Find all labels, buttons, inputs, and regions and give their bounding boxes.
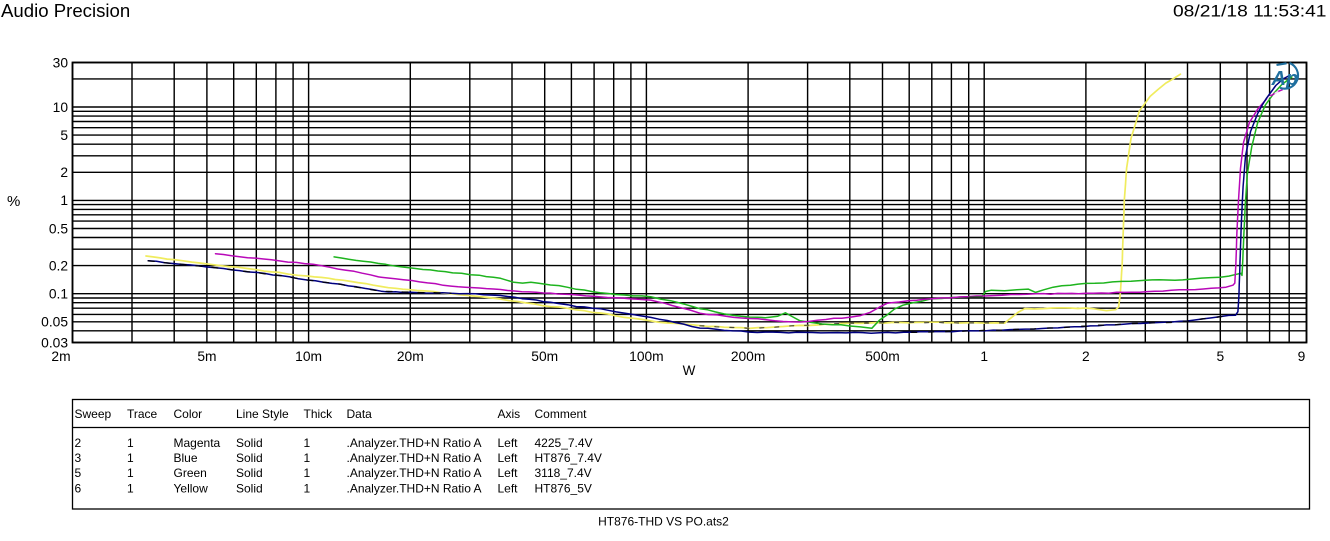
svg-text:Solid: Solid — [236, 466, 263, 480]
svg-text:9: 9 — [1298, 349, 1306, 364]
svg-text:2: 2 — [75, 436, 82, 450]
svg-text:Audio Precision: Audio Precision — [1, 0, 130, 21]
svg-text:6: 6 — [75, 481, 82, 495]
svg-text:0.5: 0.5 — [49, 221, 69, 236]
svg-text:Sweep: Sweep — [75, 407, 112, 421]
svg-text:Left: Left — [498, 436, 519, 450]
svg-text:Line Style: Line Style — [236, 407, 289, 421]
svg-text:20m: 20m — [397, 349, 424, 364]
svg-text:2: 2 — [60, 165, 68, 180]
svg-text:HT876-THD VS PO.ats2: HT876-THD VS PO.ats2 — [598, 515, 729, 529]
svg-text:5: 5 — [1216, 349, 1224, 364]
svg-text:Axis: Axis — [498, 407, 521, 421]
svg-text:2m: 2m — [51, 349, 70, 364]
svg-text:Yellow: Yellow — [174, 481, 209, 495]
svg-text:10m: 10m — [295, 349, 322, 364]
svg-text:Data: Data — [347, 407, 373, 421]
svg-text:0.1: 0.1 — [49, 287, 68, 302]
svg-text:1: 1 — [60, 193, 68, 208]
svg-text:W: W — [683, 363, 696, 378]
svg-text:Left: Left — [498, 451, 519, 465]
svg-text:50m: 50m — [531, 349, 558, 364]
svg-text:.Analyzer.THD+N Ratio A: .Analyzer.THD+N Ratio A — [347, 436, 482, 450]
svg-text:3: 3 — [75, 451, 82, 465]
svg-text:5: 5 — [60, 128, 68, 143]
svg-text:30: 30 — [53, 55, 69, 70]
svg-text:Color: Color — [174, 407, 203, 421]
svg-text:0.2: 0.2 — [49, 258, 68, 273]
svg-text:Comment: Comment — [535, 407, 588, 421]
svg-text:Left: Left — [498, 466, 519, 480]
svg-text:1: 1 — [127, 451, 134, 465]
svg-text:4225_7.4V: 4225_7.4V — [535, 436, 593, 450]
svg-text:Trace: Trace — [127, 407, 158, 421]
svg-text:%: % — [7, 193, 20, 210]
svg-text:10: 10 — [53, 100, 69, 115]
svg-text:HT876_7.4V: HT876_7.4V — [535, 451, 602, 465]
svg-text:2: 2 — [1082, 349, 1090, 364]
svg-text:1: 1 — [304, 451, 311, 465]
svg-text:.Analyzer.THD+N Ratio A: .Analyzer.THD+N Ratio A — [347, 451, 482, 465]
svg-text:Ap: Ap — [1271, 68, 1299, 90]
svg-text:1: 1 — [980, 349, 988, 364]
svg-text:1: 1 — [304, 466, 311, 480]
svg-text:Green: Green — [174, 466, 207, 480]
svg-text:5m: 5m — [197, 349, 216, 364]
svg-text:Thick: Thick — [304, 407, 334, 421]
svg-text:.Analyzer.THD+N Ratio A: .Analyzer.THD+N Ratio A — [347, 466, 482, 480]
svg-text:Solid: Solid — [236, 481, 263, 495]
svg-text:Blue: Blue — [174, 451, 198, 465]
svg-text:100m: 100m — [629, 349, 664, 364]
svg-text:1: 1 — [127, 466, 134, 480]
svg-text:200m: 200m — [731, 349, 766, 364]
svg-text:1: 1 — [304, 436, 311, 450]
svg-text:Solid: Solid — [236, 436, 263, 450]
svg-text:1: 1 — [127, 481, 134, 495]
svg-text:5: 5 — [75, 466, 82, 480]
svg-text:08/21/18 11:53:41: 08/21/18 11:53:41 — [1173, 2, 1327, 21]
svg-text:0.05: 0.05 — [41, 315, 68, 330]
svg-text:Left: Left — [498, 481, 519, 495]
svg-text:1: 1 — [304, 481, 311, 495]
svg-text:.Analyzer.THD+N Ratio A: .Analyzer.THD+N Ratio A — [347, 481, 482, 495]
svg-text:HT876_5V: HT876_5V — [535, 481, 592, 495]
svg-text:1: 1 — [127, 436, 134, 450]
svg-text:Solid: Solid — [236, 451, 263, 465]
svg-text:3118_7.4V: 3118_7.4V — [535, 466, 592, 480]
svg-text:Magenta: Magenta — [174, 436, 221, 450]
svg-text:500m: 500m — [865, 349, 900, 364]
svg-text:0.03: 0.03 — [41, 335, 68, 350]
